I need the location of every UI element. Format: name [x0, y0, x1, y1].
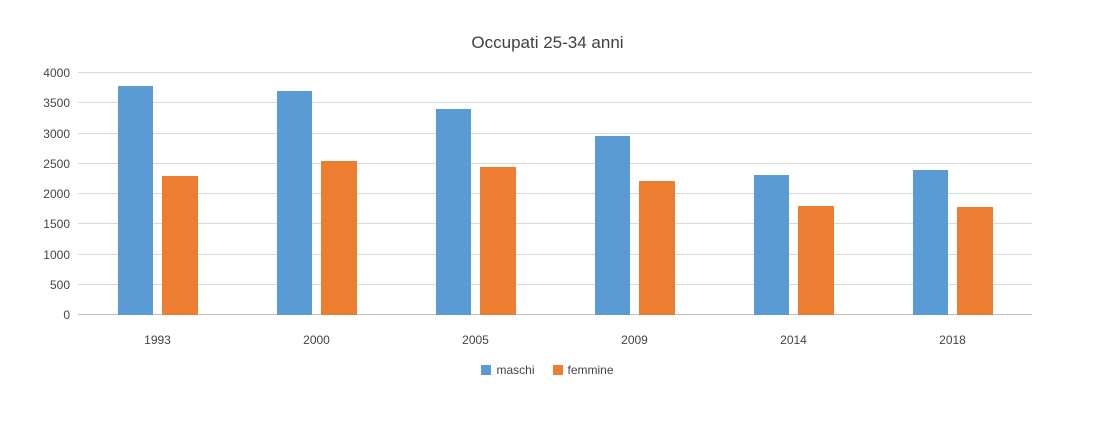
- y-axis-labels: 0 500 1000 1500 2000 2500 3000 3500 4000: [0, 66, 70, 322]
- x-tick-label-2000: 2000: [303, 333, 330, 347]
- bar-maschi-2000: [276, 91, 312, 315]
- legend-swatch-maschi: [481, 365, 492, 375]
- y-tick-label-3000: 3000: [43, 126, 70, 141]
- y-tick-label-1500: 1500: [43, 217, 70, 232]
- bar-femmine-2005: [479, 167, 516, 315]
- y-tick-label-0: 0: [63, 308, 70, 322]
- gridline-2500: [78, 162, 1032, 164]
- gridline-2000: [78, 193, 1032, 194]
- x-axis-line: [78, 314, 1032, 315]
- bar-femmine-2000: [320, 161, 357, 315]
- legend-label-femmine: femmine: [567, 363, 614, 377]
- bar-maschi-2005: [435, 109, 471, 315]
- y-tick-label-3500: 3500: [43, 96, 70, 111]
- y-tick-label-2000: 2000: [43, 187, 70, 201]
- bar-femmine-2009: [638, 181, 675, 315]
- gridline-1500: [78, 223, 1032, 225]
- gridline-500: [78, 283, 1032, 285]
- legend: maschi femmine: [0, 362, 1095, 378]
- legend-item-maschi: maschi: [481, 363, 535, 377]
- gridline-4000: [78, 72, 1032, 73]
- legend-item-femmine: femmine: [552, 363, 614, 377]
- bar-maschi-2009: [594, 135, 630, 315]
- y-tick-label-1000: 1000: [43, 247, 70, 262]
- bar-femmine-1993: [161, 176, 198, 315]
- gridline-3000: [78, 132, 1032, 134]
- bar-femmine-2018: [956, 207, 993, 315]
- x-tick-label-1993: 1993: [144, 333, 171, 347]
- plot-area: [78, 72, 1032, 315]
- gridline-1000: [78, 253, 1032, 255]
- bar-maschi-2014: [753, 174, 789, 315]
- bar-maschi-2018: [912, 169, 948, 315]
- bar-femmine-2014: [797, 206, 834, 315]
- chart-title: Occupati 25-34 anni: [471, 33, 624, 52]
- y-tick-label-2500: 2500: [43, 156, 70, 171]
- x-tick-label-2018: 2018: [939, 333, 966, 347]
- gridline-3500: [78, 102, 1032, 104]
- legend-label-maschi: maschi: [496, 363, 535, 377]
- bar-maschi-1993: [117, 85, 153, 315]
- x-tick-label-2009: 2009: [621, 333, 648, 347]
- x-tick-label-2014: 2014: [780, 333, 807, 347]
- x-tick-label-2005: 2005: [462, 333, 489, 347]
- y-tick-label-500: 500: [49, 277, 70, 292]
- y-tick-label-4000: 4000: [43, 66, 70, 80]
- legend-swatch-femmine: [552, 365, 563, 375]
